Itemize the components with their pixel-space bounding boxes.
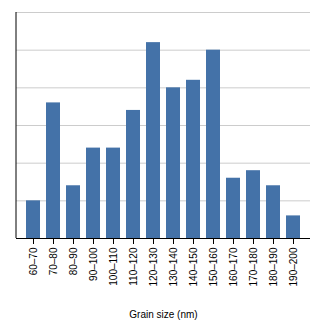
svg-text:110–120: 110–120 bbox=[128, 247, 139, 286]
svg-text:60–70: 60–70 bbox=[28, 247, 39, 275]
svg-text:120–130: 120–130 bbox=[148, 247, 159, 286]
svg-text:190–200: 190–200 bbox=[288, 247, 299, 286]
svg-text:140–150: 140–150 bbox=[188, 247, 199, 286]
svg-text:170–180: 170–180 bbox=[248, 247, 259, 286]
svg-text:Grain size (nm): Grain size (nm) bbox=[129, 309, 197, 320]
svg-text:180–190: 180–190 bbox=[268, 247, 279, 286]
svg-text:160–170: 160–170 bbox=[228, 247, 239, 286]
svg-text:150–160: 150–160 bbox=[208, 247, 219, 286]
svg-text:70–80: 70–80 bbox=[48, 247, 59, 275]
svg-text:80–90: 80–90 bbox=[68, 247, 79, 275]
svg-text:130–140: 130–140 bbox=[168, 247, 179, 286]
svg-text:90–100: 90–100 bbox=[88, 247, 99, 281]
svg-text:100–110: 100–110 bbox=[108, 247, 119, 286]
